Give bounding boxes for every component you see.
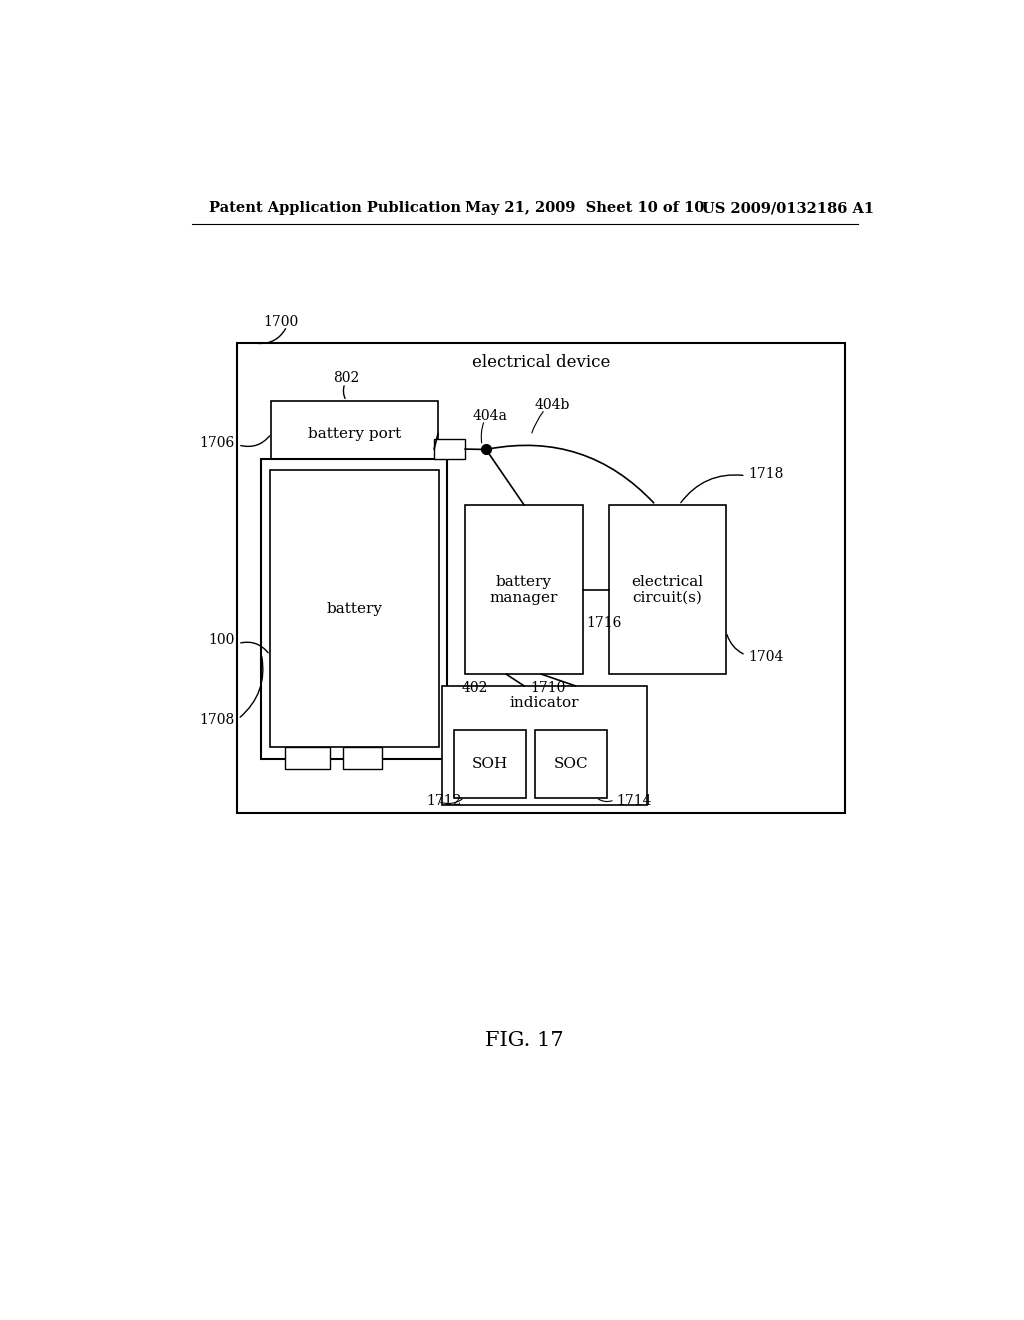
- FancyArrowPatch shape: [343, 385, 345, 399]
- Text: 1710: 1710: [529, 681, 565, 696]
- Bar: [608, 506, 726, 675]
- Text: 1700: 1700: [263, 314, 299, 329]
- FancyArrowPatch shape: [488, 445, 653, 503]
- Text: Patent Application Publication: Patent Application Publication: [209, 202, 462, 215]
- Bar: [261, 459, 447, 759]
- Bar: [434, 440, 465, 459]
- Bar: [271, 401, 438, 466]
- FancyArrowPatch shape: [531, 412, 543, 433]
- Text: FIG. 17: FIG. 17: [485, 1031, 564, 1049]
- Text: 1712: 1712: [426, 795, 462, 808]
- FancyArrowPatch shape: [681, 475, 743, 503]
- Bar: [442, 686, 647, 805]
- Text: 1714: 1714: [616, 795, 651, 808]
- Bar: [270, 470, 438, 747]
- Text: US 2009/0132186 A1: US 2009/0132186 A1: [701, 202, 873, 215]
- FancyArrowPatch shape: [440, 799, 462, 804]
- Bar: [343, 747, 382, 770]
- FancyArrowPatch shape: [727, 635, 743, 653]
- Text: SOC: SOC: [554, 756, 588, 771]
- Text: 1706: 1706: [200, 437, 234, 450]
- Text: electrical device: electrical device: [471, 354, 610, 371]
- Text: battery port: battery port: [308, 426, 401, 441]
- Text: electrical
circuit(s): electrical circuit(s): [632, 574, 703, 605]
- Text: 802: 802: [334, 371, 359, 385]
- FancyArrowPatch shape: [259, 329, 286, 343]
- Bar: [454, 730, 525, 797]
- FancyArrowPatch shape: [241, 656, 263, 717]
- FancyArrowPatch shape: [241, 643, 268, 653]
- Text: 100: 100: [209, 632, 234, 647]
- Text: 1716: 1716: [587, 616, 623, 631]
- Text: battery: battery: [327, 602, 382, 616]
- Text: battery
manager: battery manager: [489, 574, 558, 605]
- Bar: [465, 506, 583, 675]
- Text: indicator: indicator: [510, 696, 580, 710]
- Text: 404a: 404a: [473, 409, 508, 424]
- Bar: [286, 747, 331, 770]
- Text: 402: 402: [461, 681, 487, 696]
- FancyArrowPatch shape: [481, 422, 483, 444]
- Text: SOH: SOH: [471, 756, 508, 771]
- Text: 1704: 1704: [748, 651, 783, 664]
- FancyArrowPatch shape: [598, 799, 612, 801]
- Text: 1718: 1718: [748, 467, 783, 480]
- Bar: [237, 343, 845, 813]
- Text: 404b: 404b: [535, 397, 570, 412]
- Text: May 21, 2009  Sheet 10 of 10: May 21, 2009 Sheet 10 of 10: [465, 202, 705, 215]
- FancyArrowPatch shape: [241, 436, 269, 446]
- Bar: [535, 730, 607, 797]
- Text: 1708: 1708: [200, 714, 234, 727]
